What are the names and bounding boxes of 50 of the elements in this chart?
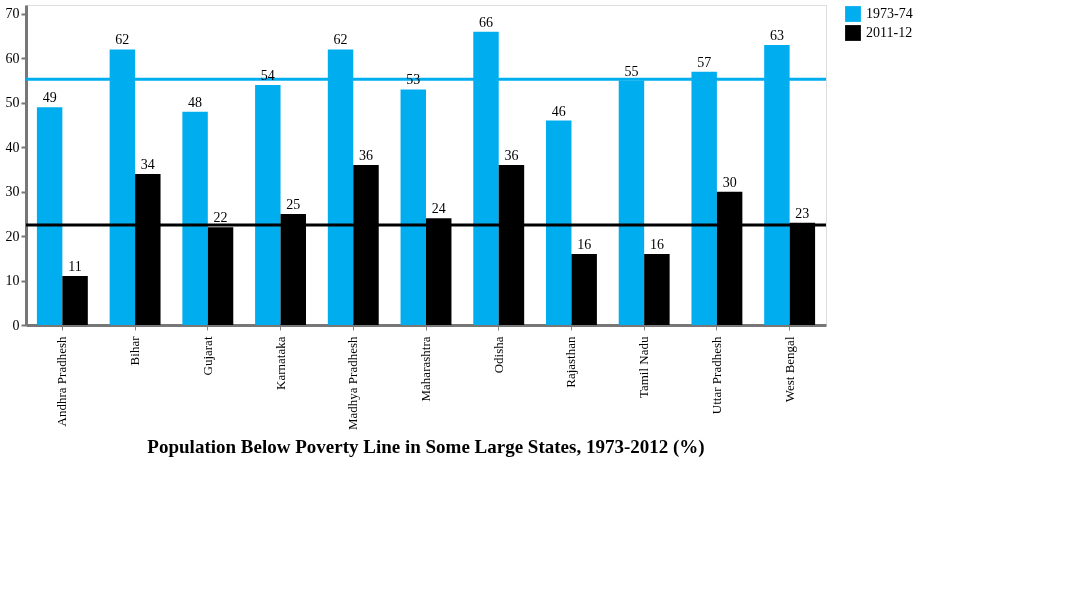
- x-tick-label: Maharashtra: [418, 336, 433, 402]
- x-tick-label: Odisha: [490, 336, 506, 374]
- data-label: 25: [286, 196, 301, 212]
- data-label: 34: [140, 156, 155, 172]
- data-label: 30: [722, 174, 737, 190]
- x-tick-label: Andhra Pradhesh: [54, 336, 70, 427]
- data-label: 62: [115, 32, 130, 48]
- data-label: 66: [479, 14, 493, 30]
- x-tick-label: Karnataka: [272, 336, 288, 390]
- bar: [571, 253, 597, 325]
- x-tick-label: Madhya Pradhesh: [345, 336, 361, 431]
- data-label: 48: [188, 94, 203, 110]
- data-label: 46: [551, 103, 566, 119]
- data-label: 23: [795, 205, 810, 221]
- bar: [182, 111, 208, 325]
- y-tick-label: 60: [5, 50, 20, 66]
- data-label: 11: [68, 259, 82, 275]
- data-label: 24: [431, 201, 446, 217]
- data-label: 63: [769, 28, 784, 43]
- data-label: 62: [333, 32, 348, 48]
- data-label: 49: [42, 90, 57, 106]
- y-tick-label: 20: [5, 228, 20, 244]
- y-tick-label: 70: [5, 6, 20, 22]
- data-label: 22: [213, 210, 228, 226]
- data-label: 36: [359, 148, 373, 163]
- y-tick-label: 30: [5, 184, 20, 200]
- bar: [546, 120, 572, 325]
- x-tick-label: Uttar Pradhesh: [708, 336, 724, 415]
- data-label: 16: [649, 236, 664, 252]
- bar: [36, 107, 63, 325]
- bar: [62, 276, 88, 325]
- bar: [400, 89, 426, 325]
- y-tick-label: 50: [5, 95, 20, 111]
- x-tick-label: Bihar: [127, 335, 143, 366]
- legend-label: 2011-12: [866, 25, 913, 40]
- data-label: 16: [577, 236, 592, 252]
- data-label: 55: [624, 63, 639, 79]
- bar: [644, 253, 670, 325]
- y-tick-label: 10: [5, 273, 20, 289]
- y-tick-label: 0: [12, 317, 20, 333]
- x-tick-label: Rajasthan: [563, 336, 579, 388]
- x-tick-label: Gujarat: [199, 336, 215, 376]
- x-tick-label: West Bengal: [781, 336, 797, 403]
- x-tick-label: Tamil Nadu: [636, 336, 652, 399]
- y-tick-label: 40: [5, 139, 20, 155]
- legend-label: 1973-74: [866, 6, 913, 21]
- data-label: 36: [504, 148, 519, 163]
- data-label: 57: [697, 54, 712, 70]
- bar: [255, 85, 281, 325]
- text: Population Below Poverty Line in Some Large States, 1973-2012 (%): [147, 435, 705, 458]
